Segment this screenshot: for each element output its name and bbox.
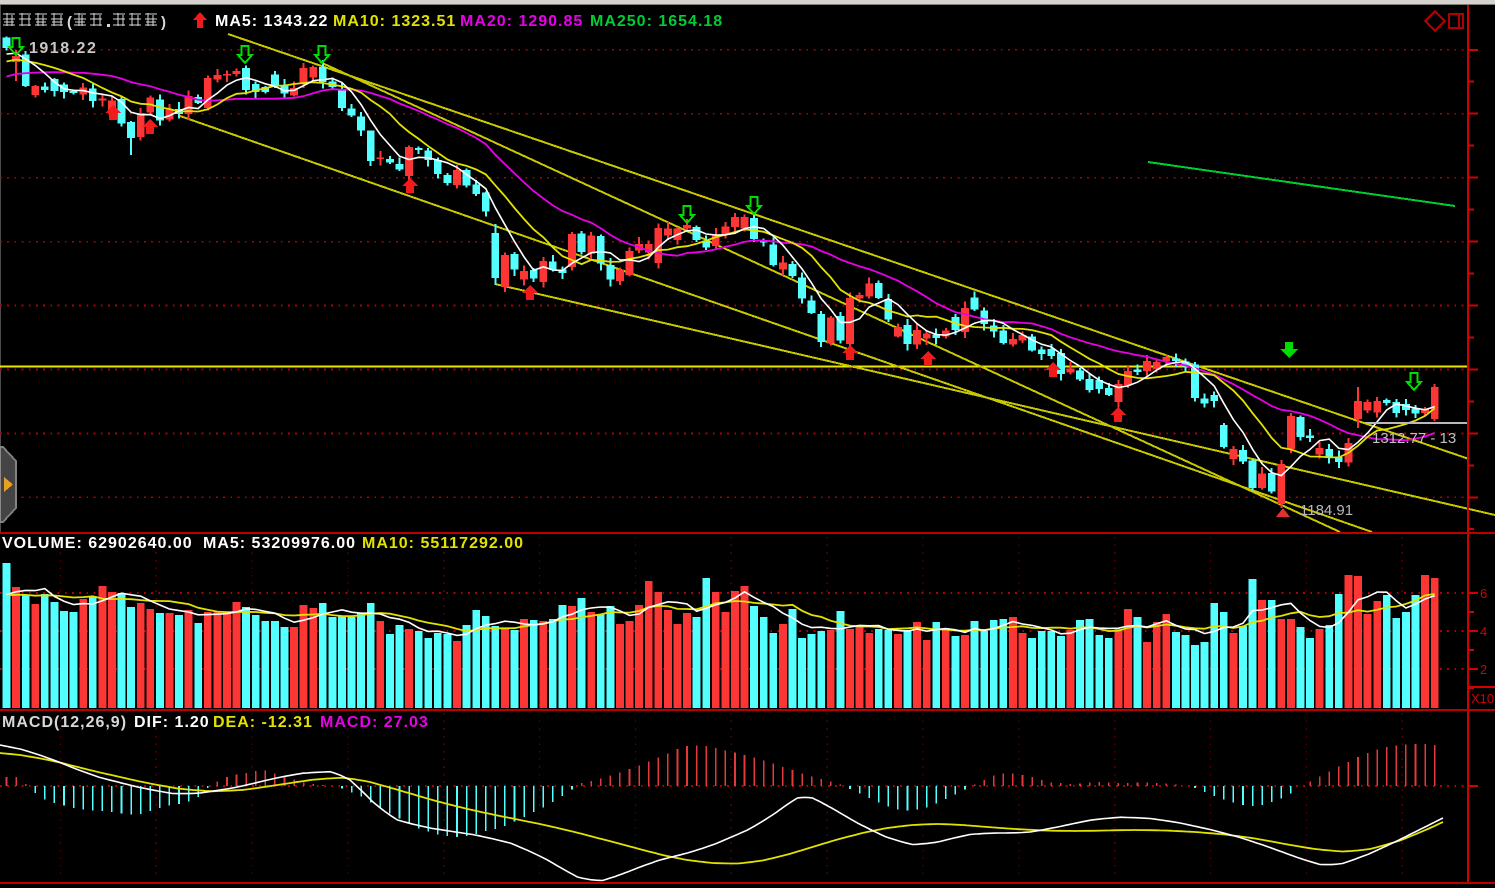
svg-text:VOLUME: 62902640.00: VOLUME: 62902640.00 xyxy=(2,535,193,552)
svg-text:4: 4 xyxy=(1480,624,1487,639)
svg-text:MA20: 1290.85: MA20: 1290.85 xyxy=(460,13,583,30)
svg-text:MACD(12,26,9): MACD(12,26,9) xyxy=(2,714,127,731)
svg-text:DIF: 1.20: DIF: 1.20 xyxy=(134,714,210,731)
svg-text:6: 6 xyxy=(1480,586,1487,601)
svg-text:1184.91: 1184.91 xyxy=(1300,502,1353,519)
svg-text:2: 2 xyxy=(1480,662,1487,677)
svg-text:1918.22: 1918.22 xyxy=(29,40,97,57)
svg-text:MA5: 53209976.00: MA5: 53209976.00 xyxy=(203,535,356,552)
svg-text:MA5: 1343.22: MA5: 1343.22 xyxy=(215,13,328,30)
svg-text:(: ( xyxy=(67,14,72,31)
svg-text:DEA: -12.31: DEA: -12.31 xyxy=(213,714,313,731)
svg-text:MACD: 27.03: MACD: 27.03 xyxy=(320,714,429,731)
svg-text:1312.77 - 13: 1312.77 - 13 xyxy=(1372,430,1456,447)
svg-text:): ) xyxy=(161,14,166,31)
svg-text:MA10: 1323.51: MA10: 1323.51 xyxy=(333,13,456,30)
svg-text:X10: X10 xyxy=(1471,691,1494,706)
svg-text:MA10: 55117292.00: MA10: 55117292.00 xyxy=(362,535,524,552)
svg-text:MA250: 1654.18: MA250: 1654.18 xyxy=(590,13,723,30)
